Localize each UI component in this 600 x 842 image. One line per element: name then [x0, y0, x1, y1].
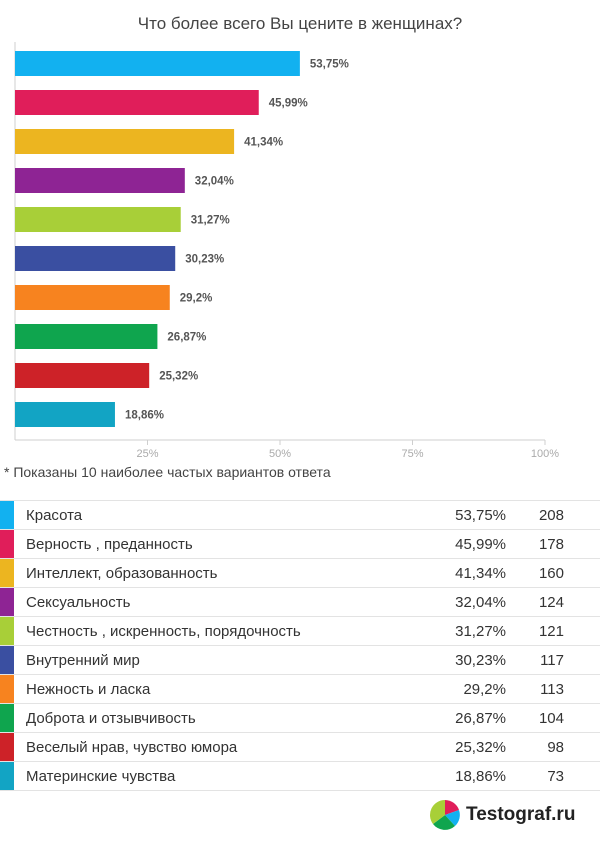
bar — [15, 207, 181, 232]
row-count: 121 — [538, 623, 564, 640]
table-row: Веселый нрав, чувство юмора 25,32% 98 — [0, 733, 600, 762]
bar — [15, 90, 259, 115]
table-row: Честность , искренность, порядочность 31,… — [0, 617, 600, 646]
row-label: Доброта и отзывчивость — [26, 710, 196, 727]
color-swatch — [0, 646, 14, 674]
row-label: Красота — [26, 507, 83, 524]
row-percent: 30,23% — [455, 652, 506, 669]
bar — [15, 168, 185, 193]
row-count: 73 — [547, 768, 564, 785]
bar-value-label: 32,04% — [195, 176, 234, 188]
table-row: Верность , преданность 45,99% 178 — [0, 530, 600, 559]
bar-value-label: 29,2% — [180, 293, 213, 305]
row-label: Веселый нрав, чувство юмора — [26, 739, 238, 756]
color-swatch — [0, 588, 14, 616]
color-swatch — [0, 617, 14, 645]
bar-chart: 25% 50% 75% 100% 53,75% 45,99% 41,34% 32,04% 31,… — [14, 42, 559, 460]
row-count: 124 — [538, 594, 564, 611]
row-percent: 26,87% — [455, 710, 506, 727]
row-count: 113 — [540, 681, 564, 698]
row-percent: 53,75% — [455, 507, 506, 524]
row-label: Интеллект, образованность — [26, 565, 218, 582]
table-row: Красота 53,75% 208 — [0, 500, 600, 530]
bar — [15, 402, 115, 427]
row-label: Честность , искренность, порядочность — [26, 623, 301, 640]
bar — [15, 363, 150, 388]
row-count: 98 — [547, 739, 564, 756]
color-swatch — [0, 762, 14, 790]
color-swatch — [0, 501, 14, 529]
row-percent: 45,99% — [455, 536, 506, 553]
color-swatch — [0, 559, 14, 587]
row-percent: 31,27% — [455, 623, 506, 640]
pie-chart-icon — [430, 800, 460, 830]
row-label: Нежность и ласка — [26, 681, 151, 698]
row-count: 160 — [538, 565, 564, 582]
results-table: Красота 53,75% 208 Верность , преданность 45… — [0, 500, 600, 791]
row-label: Внутренний мир — [26, 652, 140, 669]
x-tick-label: 50% — [269, 448, 291, 460]
bar-value-label: 30,23% — [185, 254, 224, 266]
bar-value-label: 45,99% — [269, 98, 308, 110]
color-swatch — [0, 675, 14, 703]
table-row: Внутренний мир 30,23% 117 — [0, 646, 600, 675]
bar-value-label: 53,75% — [310, 59, 349, 71]
row-count: 178 — [538, 536, 564, 553]
row-percent: 41,34% — [455, 565, 506, 582]
bar — [15, 51, 300, 76]
table-row: Интеллект, образованность 41,34% 160 — [0, 559, 600, 588]
bar-value-label: 41,34% — [244, 137, 283, 149]
bar — [15, 285, 170, 310]
footnote: * Показаны 10 наиболее частых вариантов … — [4, 464, 331, 480]
table-row: Доброта и отзывчивость 26,87% 104 — [0, 704, 600, 733]
chart-title: Что более всего Вы цените в женщинах? — [137, 14, 463, 33]
x-tick-label: 75% — [401, 448, 423, 460]
bar-value-label: 25,32% — [159, 371, 198, 383]
color-swatch — [0, 530, 14, 558]
row-percent: 29,2% — [463, 681, 506, 698]
row-count: 117 — [540, 652, 564, 669]
row-percent: 25,32% — [455, 739, 506, 756]
bar-value-label: 26,87% — [167, 332, 206, 344]
bar-value-label: 18,86% — [125, 410, 164, 422]
color-swatch — [0, 704, 14, 732]
table-row: Материнские чувства 18,86% 73 — [0, 762, 600, 791]
row-count: 104 — [538, 710, 564, 727]
row-count: 208 — [538, 507, 564, 524]
table-row: Нежность и ласка 29,2% 113 — [0, 675, 600, 704]
row-label: Верность , преданность — [26, 536, 193, 553]
table-row: Сексуальность 32,04% 124 — [0, 588, 600, 617]
x-tick-label: 25% — [136, 448, 158, 460]
x-tick-label: 100% — [531, 448, 559, 460]
row-label: Материнские чувства — [26, 768, 176, 785]
row-percent: 32,04% — [455, 594, 506, 611]
bar-value-label: 31,27% — [191, 215, 230, 227]
brand-name: Testograf.ru — [466, 804, 576, 825]
bar — [15, 129, 235, 154]
bar — [15, 246, 176, 271]
bar — [15, 324, 158, 349]
row-percent: 18,86% — [455, 768, 506, 785]
color-swatch — [0, 733, 14, 761]
row-label: Сексуальность — [26, 594, 131, 611]
